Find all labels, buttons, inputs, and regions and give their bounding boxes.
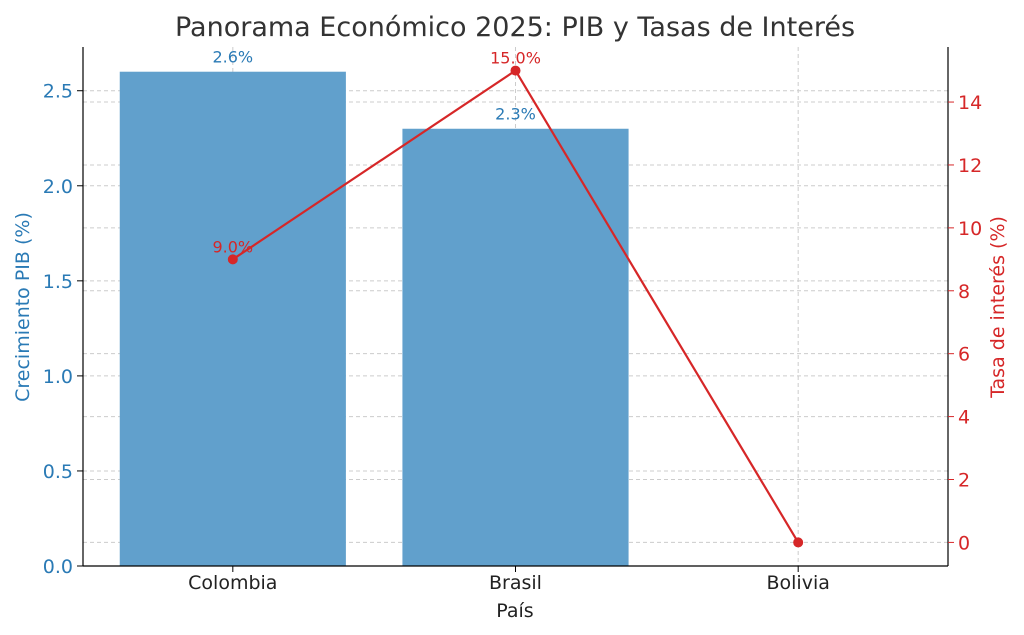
x-tick-label-colombia: Colombia: [188, 572, 277, 594]
interest-point-brasil: [510, 65, 521, 76]
y-axis-label-left: Crecimiento PIB (%): [12, 212, 34, 402]
right-tick-label-3: 6: [958, 344, 970, 366]
x-tick-label-bolivia: Bolivia: [766, 572, 829, 594]
right-tick-label-2: 4: [958, 407, 970, 429]
interest-label-colombia: 9.0%: [212, 237, 253, 256]
chart-title: Panorama Económico 2025: PIB y Tasas de …: [175, 12, 855, 43]
bars: 2.6% 2.3%: [119, 48, 629, 566]
right-tick-label-6: 12: [958, 155, 982, 177]
interest-point-colombia: [227, 254, 238, 265]
bar-label-brasil: 2.3%: [495, 105, 536, 124]
bar-colombia: [119, 71, 346, 566]
left-tick-label-3: 1.5: [43, 271, 73, 293]
left-tick-label-5: 2.5: [43, 81, 73, 103]
line-series: 9.0% 15.0%: [212, 49, 804, 548]
left-tick-label-1: 0.5: [43, 461, 73, 483]
left-tick-label-4: 2.0: [43, 176, 73, 198]
left-tick-label-0: 0.0: [43, 556, 73, 578]
x-axis-ticks: Colombia Brasil Bolivia: [188, 566, 830, 594]
left-axis-ticks: 0.0 0.5 1.0 1.5 2.0 2.5: [43, 81, 83, 578]
bar-label-colombia: 2.6%: [212, 48, 253, 67]
x-tick-label-brasil: Brasil: [489, 572, 542, 594]
right-tick-label-5: 10: [958, 218, 982, 240]
bar-brasil: [402, 128, 629, 566]
left-tick-label-2: 1.0: [43, 366, 73, 388]
interest-label-brasil: 15.0%: [490, 49, 541, 68]
right-tick-label-7: 14: [958, 92, 982, 114]
y-axis-label-right: Tasa de interés (%): [987, 216, 1009, 399]
interest-point-bolivia: [793, 537, 804, 548]
right-tick-label-1: 2: [958, 470, 970, 492]
x-axis-label: País: [496, 600, 533, 622]
right-axis-ticks: 0 2 4 6 8 10 12 14: [948, 92, 982, 554]
right-tick-label-0: 0: [958, 532, 970, 554]
right-tick-label-4: 8: [958, 281, 970, 303]
